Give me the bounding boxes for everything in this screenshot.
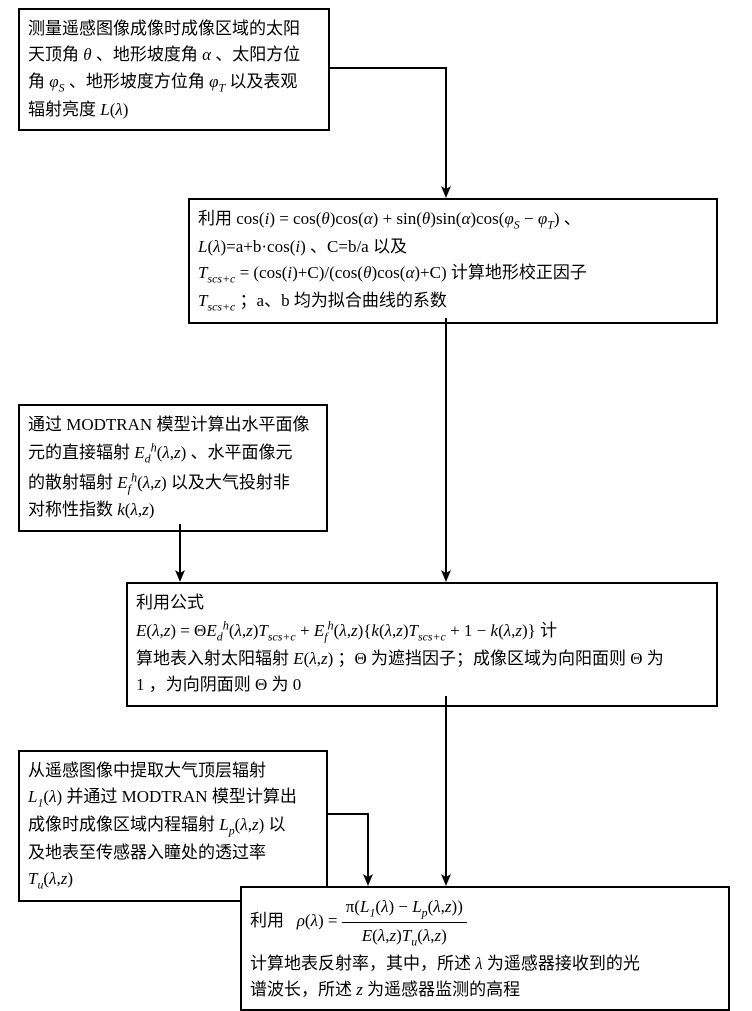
edge-n5-n6 — [328, 814, 368, 884]
flow-node-6: 利用 ρ(λ) = π(L1(λ) − Lp(λ,z)) E(λ,z)Tu(λ,… — [240, 886, 730, 1011]
text: 通过 MODTRAN 模型计算出水平面像 元的直接辐射 Edh(λ,z) 、水平… — [28, 415, 309, 519]
text: 测量遥感图像成像时成像区域的太阳 天顶角 θ 、地形坡度角 α 、太阳方位 角 … — [28, 19, 300, 119]
flow-node-1: 测量遥感图像成像时成像区域的太阳 天顶角 θ 、地形坡度角 α 、太阳方位 角 … — [18, 8, 330, 131]
flow-node-5: 从遥感图像中提取大气顶层辐射 L1(λ) 并通过 MODTRAN 模型计算出 成… — [18, 750, 328, 902]
flow-node-4: 利用公式 E(λ,z) = ΘEdh(λ,z)Tscs+c + Efh(λ,z)… — [126, 582, 718, 707]
flow-node-3: 通过 MODTRAN 模型计算出水平面像 元的直接辐射 Edh(λ,z) 、水平… — [18, 404, 328, 532]
text: 利用公式 E(λ,z) = ΘEdh(λ,z)Tscs+c + Efh(λ,z)… — [136, 593, 664, 694]
text: 从遥感图像中提取大气顶层辐射 L1(λ) 并通过 MODTRAN 模型计算出 成… — [28, 761, 297, 888]
text: 利用 ρ(λ) = π(L1(λ) − Lp(λ,z)) E(λ,z)Tu(λ,… — [250, 911, 640, 999]
edge-n1-n2 — [330, 68, 446, 196]
flow-node-2: 利用 cos(i) = cos(θ)cos(α) + sin(θ)sin(α)c… — [188, 198, 718, 324]
text: 利用 cos(i) = cos(θ)cos(α) + sin(θ)sin(α)c… — [198, 209, 587, 310]
